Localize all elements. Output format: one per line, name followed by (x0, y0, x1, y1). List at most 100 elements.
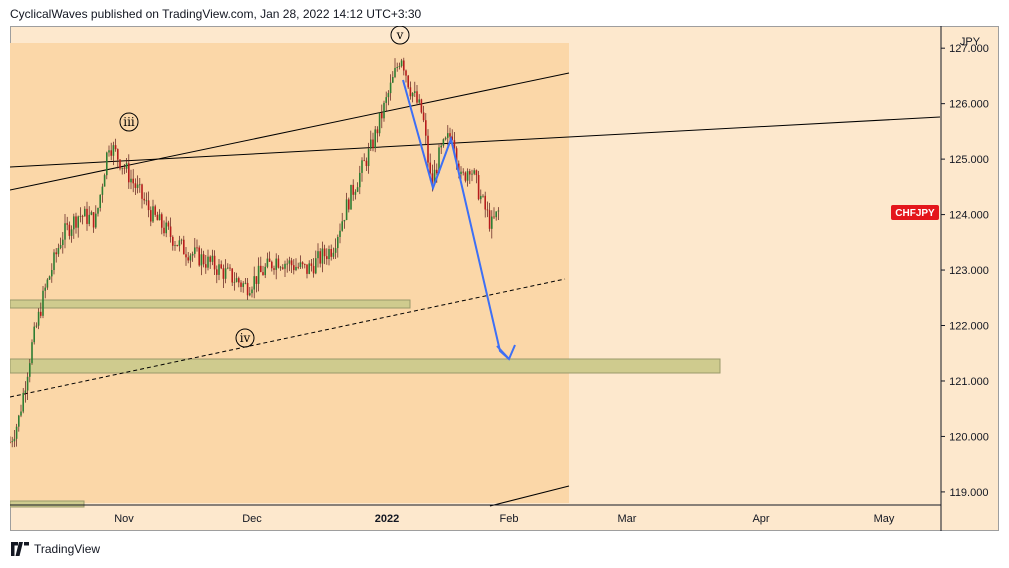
candle-body (213, 255, 216, 270)
tradingview-footer[interactable]: TradingView (10, 542, 100, 556)
candle-body (277, 258, 280, 268)
candle-body (169, 226, 172, 237)
candle-body (141, 184, 143, 199)
trendline-dashed-channel[interactable] (10, 278, 566, 398)
candle-body (462, 171, 464, 173)
candle-body (139, 184, 141, 186)
projection-arrowhead (496, 344, 516, 361)
candle-body (167, 222, 170, 227)
candle-body (378, 112, 381, 134)
candle-body (114, 145, 117, 150)
candle-body (22, 392, 24, 412)
candle-body (429, 162, 431, 174)
candle-body (202, 254, 205, 265)
candle-body (488, 210, 491, 229)
candle-body (108, 150, 110, 153)
candle-body (495, 211, 497, 218)
candle-body (438, 147, 440, 174)
candle-body (191, 253, 194, 256)
candle-body (359, 172, 361, 188)
candle-body (189, 255, 192, 261)
price-axis[interactable]: 127.000 126.000 125.000 124.000 123.000 122.0… (941, 43, 989, 499)
candle-body (121, 167, 123, 169)
candle-body (251, 289, 253, 294)
candle-body (266, 258, 269, 267)
candle-body (235, 278, 238, 282)
candle-body (480, 195, 482, 200)
wave-label-iv-text: iv (240, 331, 251, 345)
candle-body (37, 311, 40, 326)
candle-body (416, 91, 418, 103)
candle-body (339, 230, 341, 237)
candle-body (176, 245, 178, 246)
trendline-horizontal[interactable] (10, 116, 941, 168)
candle-body (24, 390, 27, 393)
candle-body (64, 223, 66, 240)
candle-body (387, 93, 390, 98)
candle-body (194, 247, 196, 254)
candle-body (79, 215, 82, 217)
candle-body (341, 221, 343, 231)
candle-body (18, 415, 20, 427)
candle-body (288, 260, 291, 264)
candle-body (398, 66, 401, 68)
candle-body (442, 139, 445, 146)
trendline-upper-channel[interactable] (10, 72, 570, 191)
candle-body (361, 160, 363, 173)
candle-body (152, 206, 154, 222)
support-zone-target (10, 358, 721, 374)
candle-body (20, 411, 22, 416)
price-tick-label: 126.000 (949, 99, 989, 111)
price-tick-label: 119.000 (950, 487, 989, 499)
candle-body (271, 261, 273, 269)
wave-label-v: v (390, 26, 410, 45)
time-tick-label: Feb (500, 513, 519, 525)
candle-body (55, 252, 57, 255)
candle-body (216, 269, 218, 275)
symbol-tag-text: CHFJPY (895, 208, 935, 219)
candle-body (172, 236, 174, 246)
candle-body (425, 120, 427, 136)
candle-body (257, 265, 260, 284)
candle-body (477, 175, 480, 200)
time-tick-label: Apr (752, 513, 769, 525)
candle-body (86, 208, 88, 224)
candle-body (110, 150, 112, 156)
candle-body (119, 159, 121, 169)
candle-body (376, 129, 379, 134)
candle-body (40, 311, 42, 316)
candle-body (178, 240, 181, 246)
trendline-lower-channel[interactable] (489, 485, 570, 507)
candle-body (374, 129, 376, 149)
candle-body (238, 278, 240, 283)
price-chart[interactable]: iii iv v 127.000 126.000 125.000 124.000 123… (10, 26, 999, 531)
currency-label: JPY (960, 36, 981, 48)
candle-body (466, 171, 469, 181)
candle-body (224, 268, 227, 279)
candle-body (427, 135, 429, 163)
candle-body (455, 148, 458, 164)
candle-body (420, 99, 423, 113)
candle-body (372, 139, 374, 149)
candle-body (367, 148, 370, 167)
candle-body (354, 191, 357, 195)
candle-body (13, 438, 16, 442)
candle-body (209, 256, 211, 262)
candle-body (319, 251, 321, 264)
candle-body (136, 184, 139, 188)
candle-body (44, 287, 46, 291)
candle-body (308, 263, 310, 274)
candle-body (130, 178, 132, 183)
candle-body (185, 254, 187, 258)
candle-body (106, 152, 108, 176)
time-axis[interactable]: Nov Dec 2022 Feb Mar Apr May (114, 513, 895, 525)
candle-body (262, 272, 264, 276)
candle-body (95, 213, 97, 228)
candle-body (150, 210, 152, 222)
candle-body (233, 281, 236, 283)
candle-body (414, 91, 416, 93)
candle-body (220, 264, 222, 269)
candle-body (460, 171, 462, 175)
candle-body (352, 184, 354, 195)
candle-body (436, 169, 438, 174)
